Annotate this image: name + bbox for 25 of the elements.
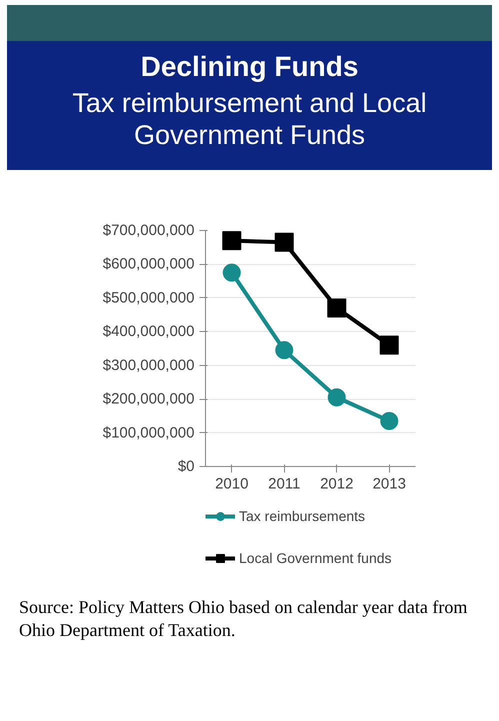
x-tick-label: 2011 — [268, 476, 300, 492]
point — [222, 231, 242, 250]
y-tick-label: $300,000,000 — [102, 356, 195, 374]
point — [222, 264, 241, 282]
point — [327, 298, 346, 318]
x-tick-label: 2012 — [320, 476, 354, 492]
source-note: Source: Policy Matters Ohio based on calendar year data from Ohio Department of Taxation. — [19, 596, 468, 641]
point — [380, 412, 398, 430]
y-tick-label: $500,000,000 — [102, 289, 195, 306]
y-tick-label: $400,000,000 — [102, 323, 195, 340]
y-tick-label: $0 — [178, 458, 195, 475]
point — [328, 388, 346, 406]
y-tick-label: $100,000,000 — [102, 424, 195, 442]
x-tick-label: 2010 — [215, 476, 248, 492]
chart-title: Declining Funds — [140, 50, 360, 84]
legend-label: Local Government funds — [239, 550, 392, 566]
y-tick-label: $200,000,000 — [102, 390, 195, 408]
y-tick-label: $600,000,000 — [102, 256, 195, 273]
legend-label: Tax reimbursements — [239, 508, 366, 524]
point — [380, 336, 399, 355]
y-tick-label: $700,000,000 — [102, 222, 195, 239]
chart-subtitle: Tax reimbursement and Local Government Funds — [71, 87, 428, 152]
x-tick-label: 2013 — [372, 476, 406, 492]
point — [274, 232, 294, 252]
point — [275, 341, 294, 360]
